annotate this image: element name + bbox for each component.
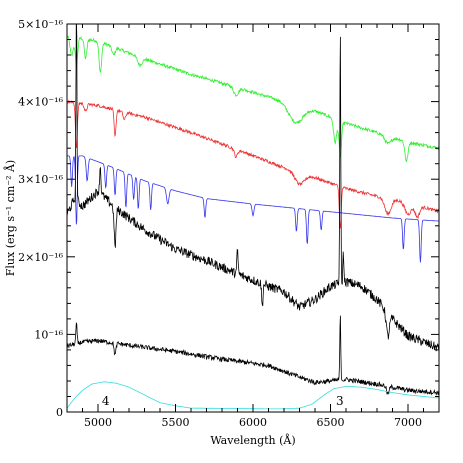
y-tick-label: 2×10⁻¹⁶ [18,251,63,264]
annotation-label: 4 [102,394,110,408]
x-tick-label: 5000 [84,416,112,429]
tick-labels-layer: 5000 5500 6000 6500 7000 0 10⁻¹⁶ 2×10⁻¹⁶ 3×10⁻¹⁶… [18,18,422,429]
plot-frame [66,23,440,413]
series-line-2 [67,99,439,229]
y-tick-label: 10⁻¹⁶ [34,328,63,341]
x-tick-label: 6000 [239,416,267,429]
x-axis-label: Wavelength (Å) [210,433,295,447]
series-line-4 [67,24,439,352]
series-layer [67,24,439,410]
annotation-label: 3 [336,394,344,408]
y-tick-label: 4×10⁻¹⁶ [18,96,63,109]
x-tick-label: 5500 [162,416,190,429]
series-line-5 [67,315,439,396]
series-line-1 [67,35,439,163]
x-tick-label: 7000 [394,416,422,429]
x-tick-label: 6500 [317,416,345,429]
y-tick-label: 3×10⁻¹⁶ [18,173,63,186]
y-tick-label: 5×10⁻¹⁶ [18,18,63,31]
series-line-3 [67,155,439,263]
ticks-layer [66,23,440,413]
y-tick-label: 0 [56,406,63,419]
y-axis-label: Flux (erg s⁻¹ cm⁻² Å) [3,160,17,276]
